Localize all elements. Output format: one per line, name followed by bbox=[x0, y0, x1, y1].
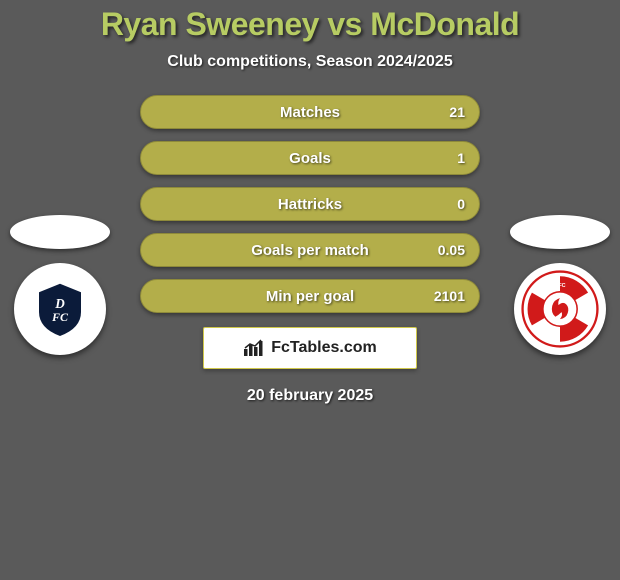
airdrie-crest-icon: AFC bbox=[521, 270, 599, 348]
bar-chart-icon bbox=[243, 339, 265, 357]
stat-label: Goals bbox=[289, 150, 331, 167]
attribution-badge[interactable]: FcTables.com bbox=[203, 327, 417, 369]
stat-row: Matches 21 bbox=[140, 95, 480, 129]
stat-label: Hattricks bbox=[278, 196, 342, 213]
stat-label: Matches bbox=[280, 104, 340, 121]
page-title: Ryan Sweeney vs McDonald bbox=[0, 6, 620, 43]
club-badge-right: AFC bbox=[514, 263, 606, 355]
date-text: 20 february 2025 bbox=[0, 387, 620, 405]
stat-value-right: 1 bbox=[457, 150, 465, 166]
player-photo-placeholder-right bbox=[510, 215, 610, 249]
player-photo-placeholder-left bbox=[10, 215, 110, 249]
stat-row: Hattricks 0 bbox=[140, 187, 480, 221]
stats-container: D FC AFC Matches21Goals1Hattricks0Goal bbox=[0, 95, 620, 313]
stat-row: Goals per match 0.05 bbox=[140, 233, 480, 267]
stat-value-right: 2101 bbox=[434, 288, 465, 304]
dundee-crest-icon: D FC bbox=[30, 279, 90, 339]
stat-value-right: 21 bbox=[449, 104, 465, 120]
player-left-slot: D FC bbox=[10, 215, 110, 355]
player-right-slot: AFC bbox=[510, 215, 610, 355]
stat-row: Goals 1 bbox=[140, 141, 480, 175]
stat-value-right: 0.05 bbox=[438, 242, 465, 258]
attribution-text: FcTables.com bbox=[271, 339, 377, 357]
stat-label: Goals per match bbox=[251, 242, 369, 259]
subtitle: Club competitions, Season 2024/2025 bbox=[0, 53, 620, 71]
stat-row: Min per goal 2101 bbox=[140, 279, 480, 313]
svg-text:D: D bbox=[54, 296, 65, 311]
svg-text:FC: FC bbox=[51, 310, 69, 324]
svg-text:AFC: AFC bbox=[554, 283, 565, 289]
club-badge-left: D FC bbox=[14, 263, 106, 355]
stat-value-right: 0 bbox=[457, 196, 465, 212]
stat-label: Min per goal bbox=[266, 288, 354, 305]
